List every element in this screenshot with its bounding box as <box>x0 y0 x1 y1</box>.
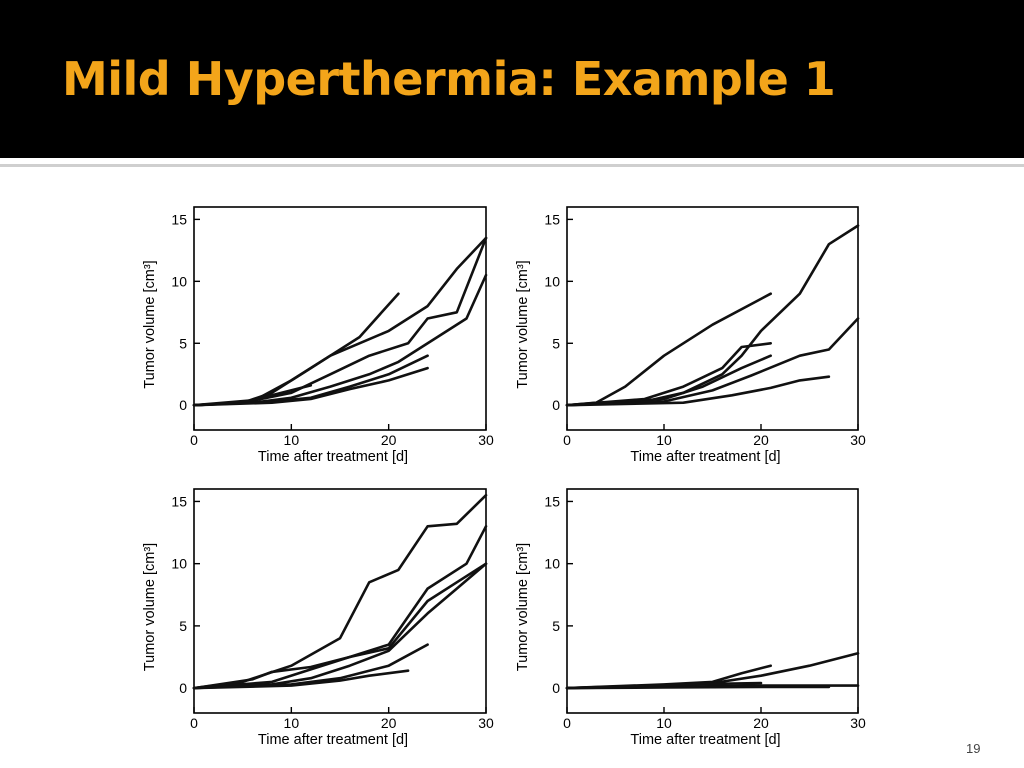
chart-panel-2: 0 10 20 30 0 5 10 15 Time after treatment [d] Tum… <box>515 206 866 465</box>
x-tick-label: 30 <box>850 432 866 448</box>
title-bar: Mild Hyperthermia: Example 1 <box>0 0 1024 158</box>
plot-frame <box>566 206 859 431</box>
x-tick-label: 0 <box>190 715 198 731</box>
y-tick-label: 15 <box>171 211 187 227</box>
y-tick-label: 5 <box>179 618 187 634</box>
chart-panel-4: 0 10 20 30 0 5 10 15 Time after treatment [d] Tum… <box>515 488 866 748</box>
series-line-2 <box>192 524 488 690</box>
series-line-6 <box>192 669 410 690</box>
y-tick-label: 15 <box>171 493 187 509</box>
y-tick-label: 15 <box>544 493 560 509</box>
y-axis-label: Tumor volume [cm³] <box>142 543 158 671</box>
y-tick-label: 0 <box>552 680 560 696</box>
y-tick-label: 0 <box>179 397 187 413</box>
x-axis-label: Time after treatment [d] <box>258 449 408 465</box>
series-line-3 <box>192 562 488 690</box>
x-tick-label: 10 <box>284 432 300 448</box>
x-tick-label: 10 <box>656 715 672 731</box>
y-tick-label: 10 <box>171 556 187 572</box>
x-tick-label: 10 <box>284 715 300 731</box>
x-tick-label: 0 <box>190 432 198 448</box>
series-line-2 <box>192 236 488 407</box>
plot-frame <box>193 488 487 714</box>
y-tick-label: 5 <box>552 618 560 634</box>
y-tick-label: 10 <box>171 273 187 289</box>
x-tick-label: 20 <box>753 715 769 731</box>
x-tick-label: 20 <box>753 432 769 448</box>
x-tick-label: 30 <box>478 715 494 731</box>
x-tick-label: 20 <box>381 715 397 731</box>
y-tick-label: 0 <box>552 397 560 413</box>
plot-frame <box>193 206 487 431</box>
x-tick-label: 10 <box>656 432 672 448</box>
series-line-4 <box>565 354 773 407</box>
chart-panel-3: 0 10 20 30 0 5 10 15 Time after treatment [d] Tum… <box>142 488 494 748</box>
x-tick-label: 30 <box>478 432 494 448</box>
y-axis-label: Tumor volume [cm³] <box>142 260 158 388</box>
series-line-7 <box>192 384 313 407</box>
x-tick-label: 20 <box>381 432 397 448</box>
x-axis-label: Time after treatment [d] <box>258 732 408 748</box>
slide-title: Mild Hyperthermia: Example 1 <box>62 52 836 106</box>
series-line-6 <box>192 366 429 407</box>
series-line-5 <box>565 317 860 407</box>
y-tick-label: 5 <box>552 335 560 351</box>
y-tick-label: 0 <box>179 680 187 696</box>
series-line-4 <box>192 273 488 407</box>
y-axis-label: Tumor volume [cm³] <box>515 543 531 671</box>
y-tick-label: 10 <box>544 273 560 289</box>
y-tick-label: 5 <box>179 335 187 351</box>
series-line-6 <box>565 375 831 407</box>
chart-panel-1: 0 10 20 30 0 5 10 15 Time after treatment [d] Tum… <box>142 206 494 465</box>
series-line-3 <box>192 236 488 407</box>
x-tick-label: 0 <box>563 432 571 448</box>
series-line-5 <box>565 681 763 690</box>
plot-frame <box>566 488 859 714</box>
y-axis-label: Tumor volume [cm³] <box>515 260 531 388</box>
y-tick-label: 15 <box>544 211 560 227</box>
x-axis-label: Time after treatment [d] <box>630 732 780 748</box>
series-line-4 <box>192 562 488 690</box>
header-divider <box>0 164 1024 167</box>
x-tick-label: 0 <box>563 715 571 731</box>
x-axis-label: Time after treatment [d] <box>630 449 780 465</box>
page-number: 19 <box>966 741 981 756</box>
y-tick-label: 10 <box>544 556 560 572</box>
x-tick-label: 30 <box>850 715 866 731</box>
